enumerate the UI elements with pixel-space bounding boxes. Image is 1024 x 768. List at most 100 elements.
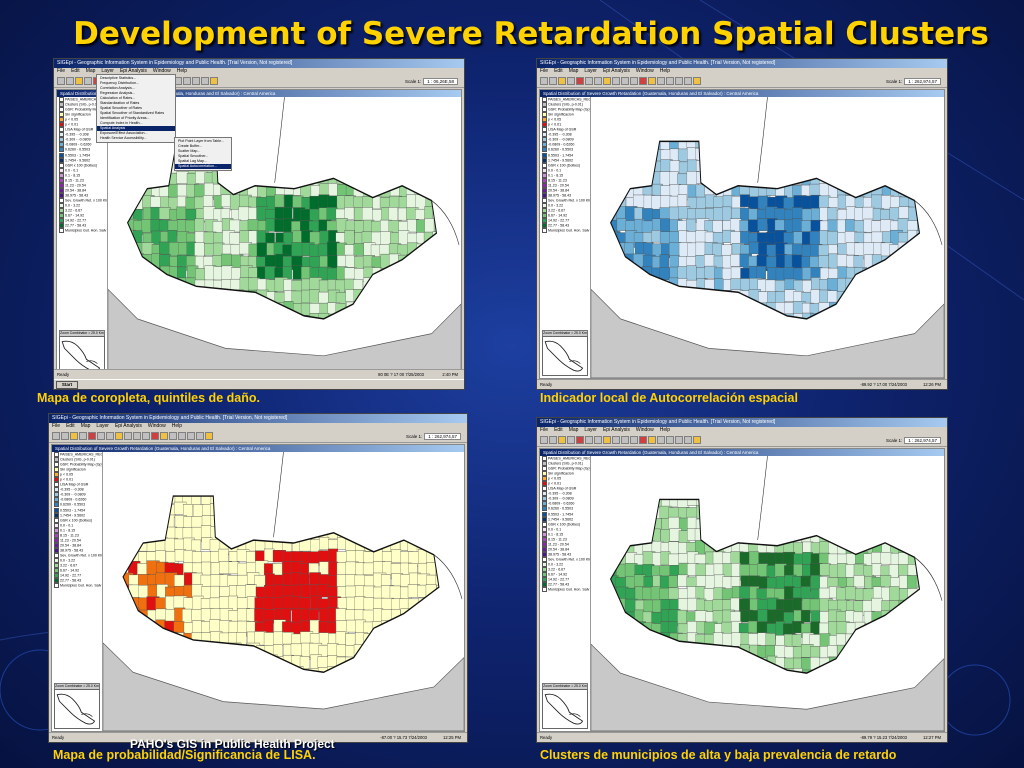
municipality-cell[interactable] [391,668,405,681]
municipality-cell[interactable] [625,623,637,636]
municipality-cell[interactable] [309,515,323,531]
municipality-cell[interactable] [326,207,338,221]
map-view[interactable] [108,97,461,378]
municipality-cell[interactable] [432,161,444,175]
municipality-cell[interactable] [617,265,627,282]
legend-item[interactable]: 3.22 - 6.67 [52,563,102,569]
municipality-cell[interactable] [176,206,187,220]
municipality-cell[interactable] [362,161,375,177]
municipality-cell[interactable] [255,513,268,528]
municipality-cell[interactable] [426,597,439,612]
legend-item[interactable]: -0.395 - -0.308 [540,132,590,138]
municipality-cell[interactable] [158,147,170,161]
municipality-cell[interactable] [775,326,786,338]
municipality-cell[interactable] [337,503,349,518]
municipality-cell[interactable] [362,137,375,152]
menu-item[interactable]: Layer [96,423,109,429]
municipality-cell[interactable] [318,279,330,295]
municipality-cell[interactable] [916,149,926,165]
municipality-cell[interactable] [397,326,409,339]
municipality-cell[interactable] [327,502,338,517]
municipality-cell[interactable] [615,138,626,153]
municipality-cell[interactable] [372,289,383,306]
municipality-cell[interactable] [137,502,149,516]
municipality-cell[interactable] [650,586,661,601]
toolbar-button[interactable] [540,77,548,85]
municipality-cell[interactable] [336,147,350,162]
toolbar-button[interactable] [540,436,548,444]
toolbar-button[interactable] [594,436,602,444]
municipality-cell[interactable] [218,514,232,532]
municipality-cell[interactable] [292,230,303,245]
municipality-cell[interactable] [642,658,655,673]
municipality-cell[interactable] [898,291,910,308]
municipality-cell[interactable] [248,301,260,317]
municipality-cell[interactable] [133,289,147,307]
menu-item[interactable]: Edit [554,68,563,74]
municipality-cell[interactable] [427,609,438,624]
municipality-cell[interactable] [838,679,848,693]
municipality-cell[interactable] [907,138,920,152]
municipality-cell[interactable] [399,678,411,693]
municipality-cell[interactable] [436,632,449,646]
municipality-cell[interactable] [758,682,767,696]
municipality-cell[interactable] [326,161,338,175]
municipality-cell[interactable] [775,173,787,188]
toolbar-button[interactable] [70,432,78,440]
municipality-cell[interactable] [827,148,840,163]
submenu-option[interactable]: Spatial Autocorrelation... [175,164,231,169]
municipality-cell[interactable] [747,160,761,176]
municipality-cell[interactable] [257,147,268,163]
municipality-cell[interactable] [272,537,284,551]
municipality-cell[interactable] [416,243,429,257]
municipality-cell[interactable] [740,496,754,509]
municipality-cell[interactable] [615,301,628,315]
municipality-cell[interactable] [607,183,618,197]
toolbar-button[interactable] [639,77,647,85]
municipality-cell[interactable] [616,645,628,661]
municipality-cell[interactable] [380,525,391,542]
toolbar-button[interactable] [657,436,665,444]
legend-item[interactable]: 20.54 - 38.84 [52,542,102,548]
municipality-cell[interactable] [907,267,918,285]
municipality-cell[interactable] [872,137,882,152]
municipality-cell[interactable] [141,149,153,164]
municipality-cell[interactable] [124,170,135,186]
legend-item[interactable]: 6.67 - 14.92 [540,572,590,578]
municipality-cell[interactable] [871,517,882,530]
municipality-cell[interactable] [642,632,654,645]
municipality-cell[interactable] [871,563,882,576]
municipality-cell[interactable] [151,302,163,317]
municipality-cell[interactable] [363,301,376,318]
municipality-cell[interactable] [730,172,744,188]
municipality-cell[interactable] [248,137,258,153]
municipality-cell[interactable] [372,655,384,672]
municipality-cell[interactable] [739,137,750,153]
municipality-cell[interactable] [800,609,811,623]
municipality-cell[interactable] [132,266,143,282]
municipality-cell[interactable] [615,529,628,545]
municipality-cell[interactable] [615,611,628,625]
municipality-cell[interactable] [406,148,418,165]
municipality-cell[interactable] [898,599,909,615]
municipality-cell[interactable] [142,302,153,316]
legend-item[interactable]: 1.7454 - 9.5602 [540,157,590,163]
menu-item[interactable]: Layer [584,427,597,433]
municipality-cell[interactable] [354,680,366,695]
municipality-cell[interactable] [916,195,926,208]
municipality-cell[interactable] [240,171,253,185]
municipality-cell[interactable] [916,517,927,531]
municipality-cell[interactable] [424,266,434,281]
municipality-cell[interactable] [230,289,244,306]
municipality-cell[interactable] [336,644,346,657]
municipality-cell[interactable] [643,149,654,164]
municipality-cell[interactable] [915,303,925,320]
municipality-cell[interactable] [142,291,154,306]
municipality-cell[interactable] [881,279,893,293]
legend-item[interactable]: PAISES_AMERICAS_REG [57,97,107,102]
municipality-cell[interactable] [714,518,724,535]
municipality-cell[interactable] [159,279,169,293]
municipality-cell[interactable] [871,645,882,661]
municipality-cell[interactable] [845,517,858,531]
municipality-cell[interactable] [282,492,296,505]
